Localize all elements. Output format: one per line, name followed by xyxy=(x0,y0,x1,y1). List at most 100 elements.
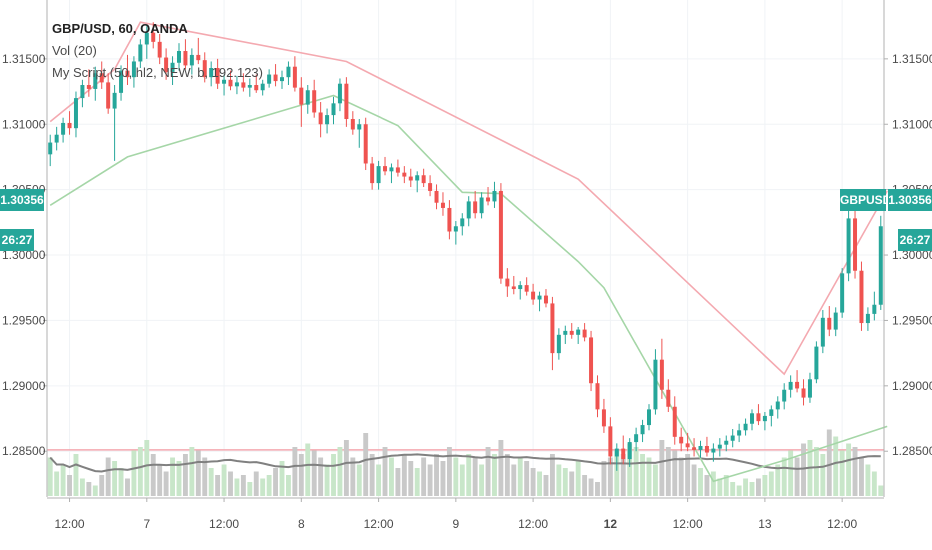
candle-body xyxy=(428,183,433,191)
candle-body xyxy=(737,430,742,436)
candle-body xyxy=(807,379,812,398)
volume-bar xyxy=(67,475,72,496)
candle-body xyxy=(337,83,342,104)
volume-bar xyxy=(646,457,652,496)
candle-body xyxy=(440,202,445,208)
volume-bar xyxy=(247,482,253,496)
x-tick-label: 12:00 xyxy=(55,517,85,531)
candle-body xyxy=(447,207,452,232)
candle-body xyxy=(608,426,613,457)
volume-bar xyxy=(105,457,111,496)
candle-body xyxy=(524,285,529,292)
volume-bar xyxy=(228,471,233,496)
volume-bar xyxy=(472,457,478,496)
volume-bar xyxy=(285,475,291,496)
candle-body xyxy=(595,383,600,410)
volume-bar xyxy=(118,468,124,496)
candle-body xyxy=(537,295,542,300)
volume-bar xyxy=(710,471,716,496)
y-tick-label-right: 1.29000 xyxy=(892,379,932,393)
volume-bar xyxy=(150,454,156,496)
candle-body xyxy=(479,197,484,214)
volume-bar xyxy=(99,475,105,496)
volume-bar xyxy=(859,457,864,496)
candle-body xyxy=(99,73,104,83)
candle-body xyxy=(730,435,735,441)
candle-body xyxy=(672,406,677,437)
time-axis[interactable]: 12:00 7 12:00 8 12:00 9 12:00 12 12:00 13 12:00 xyxy=(47,497,884,531)
legend-script[interactable]: My Script (50, hl2, NEW, b, 192.123) xyxy=(52,65,263,80)
candle-body xyxy=(666,389,671,407)
volume-bar xyxy=(73,454,79,496)
volume-bar xyxy=(485,447,491,496)
candle-body xyxy=(795,381,800,389)
legend-volume[interactable]: Vol (20) xyxy=(52,43,97,58)
volume-bar xyxy=(801,443,806,496)
candle-body xyxy=(704,445,709,453)
candles xyxy=(48,22,883,471)
volume-bar xyxy=(562,468,568,496)
volume-bar xyxy=(788,450,794,496)
candle-body xyxy=(254,85,259,91)
candle-body xyxy=(61,122,66,135)
volume-bar xyxy=(659,440,665,496)
candle-body xyxy=(634,434,639,443)
candle-body xyxy=(621,448,626,460)
candle-body xyxy=(820,317,825,347)
candle-body xyxy=(627,442,632,460)
volume-bar xyxy=(144,440,150,496)
candle-body xyxy=(576,329,581,335)
volume-bar xyxy=(453,457,459,496)
candle-body xyxy=(370,163,375,184)
volume-bar xyxy=(768,471,774,496)
candle-body xyxy=(833,312,838,330)
volume-bar xyxy=(343,440,349,496)
y-tick-label-right: 1.29500 xyxy=(892,313,932,327)
volume-bar xyxy=(588,478,594,496)
volume-bar xyxy=(376,464,382,496)
volume-bars xyxy=(47,429,884,496)
volume-bar xyxy=(852,447,858,496)
volume-bar xyxy=(131,450,137,496)
volume-bar xyxy=(717,478,723,496)
candle-body xyxy=(511,286,516,290)
candle-body xyxy=(228,79,233,87)
volume-bar xyxy=(762,475,768,496)
volume-bar xyxy=(92,485,98,496)
volume-bar xyxy=(614,450,620,496)
candle-body xyxy=(865,313,870,324)
x-tick-label: 12:00 xyxy=(364,517,394,531)
volume-bar xyxy=(195,450,201,496)
candle-body xyxy=(292,66,297,88)
volume-bar xyxy=(305,443,311,496)
candle-body xyxy=(659,359,664,390)
candle-body xyxy=(601,409,606,427)
volume-bar xyxy=(826,429,832,496)
volume-bar xyxy=(440,461,446,496)
candle-body xyxy=(395,167,400,173)
legend-symbol[interactable]: GBP/USD, 60, OANDA xyxy=(52,21,188,36)
x-tick-label: 13 xyxy=(758,517,772,531)
candle-body xyxy=(48,142,53,155)
right-price-badge: 1.30356 xyxy=(888,189,932,211)
volume-bar xyxy=(730,482,736,496)
volume-bar xyxy=(775,464,781,496)
volume-bar xyxy=(640,454,646,496)
volume-bar xyxy=(459,464,465,496)
y-tick-label-left: 1.28500 xyxy=(2,444,46,458)
volume-bar xyxy=(292,447,298,496)
candle-body xyxy=(299,87,304,105)
candle-body xyxy=(54,134,59,143)
volume-bar xyxy=(350,457,356,496)
right-timer-badge: 26:27 xyxy=(898,229,932,251)
volume-bar xyxy=(794,457,800,496)
y-tick-label-right: 1.28500 xyxy=(892,444,932,458)
candle-body xyxy=(421,175,426,184)
candle-body xyxy=(717,444,722,449)
candle-body xyxy=(685,443,690,448)
volume-bar xyxy=(337,447,343,496)
candle-body xyxy=(318,112,323,125)
volume-bar xyxy=(446,447,452,496)
volume-bar xyxy=(234,478,240,496)
volume-bar xyxy=(318,457,324,496)
